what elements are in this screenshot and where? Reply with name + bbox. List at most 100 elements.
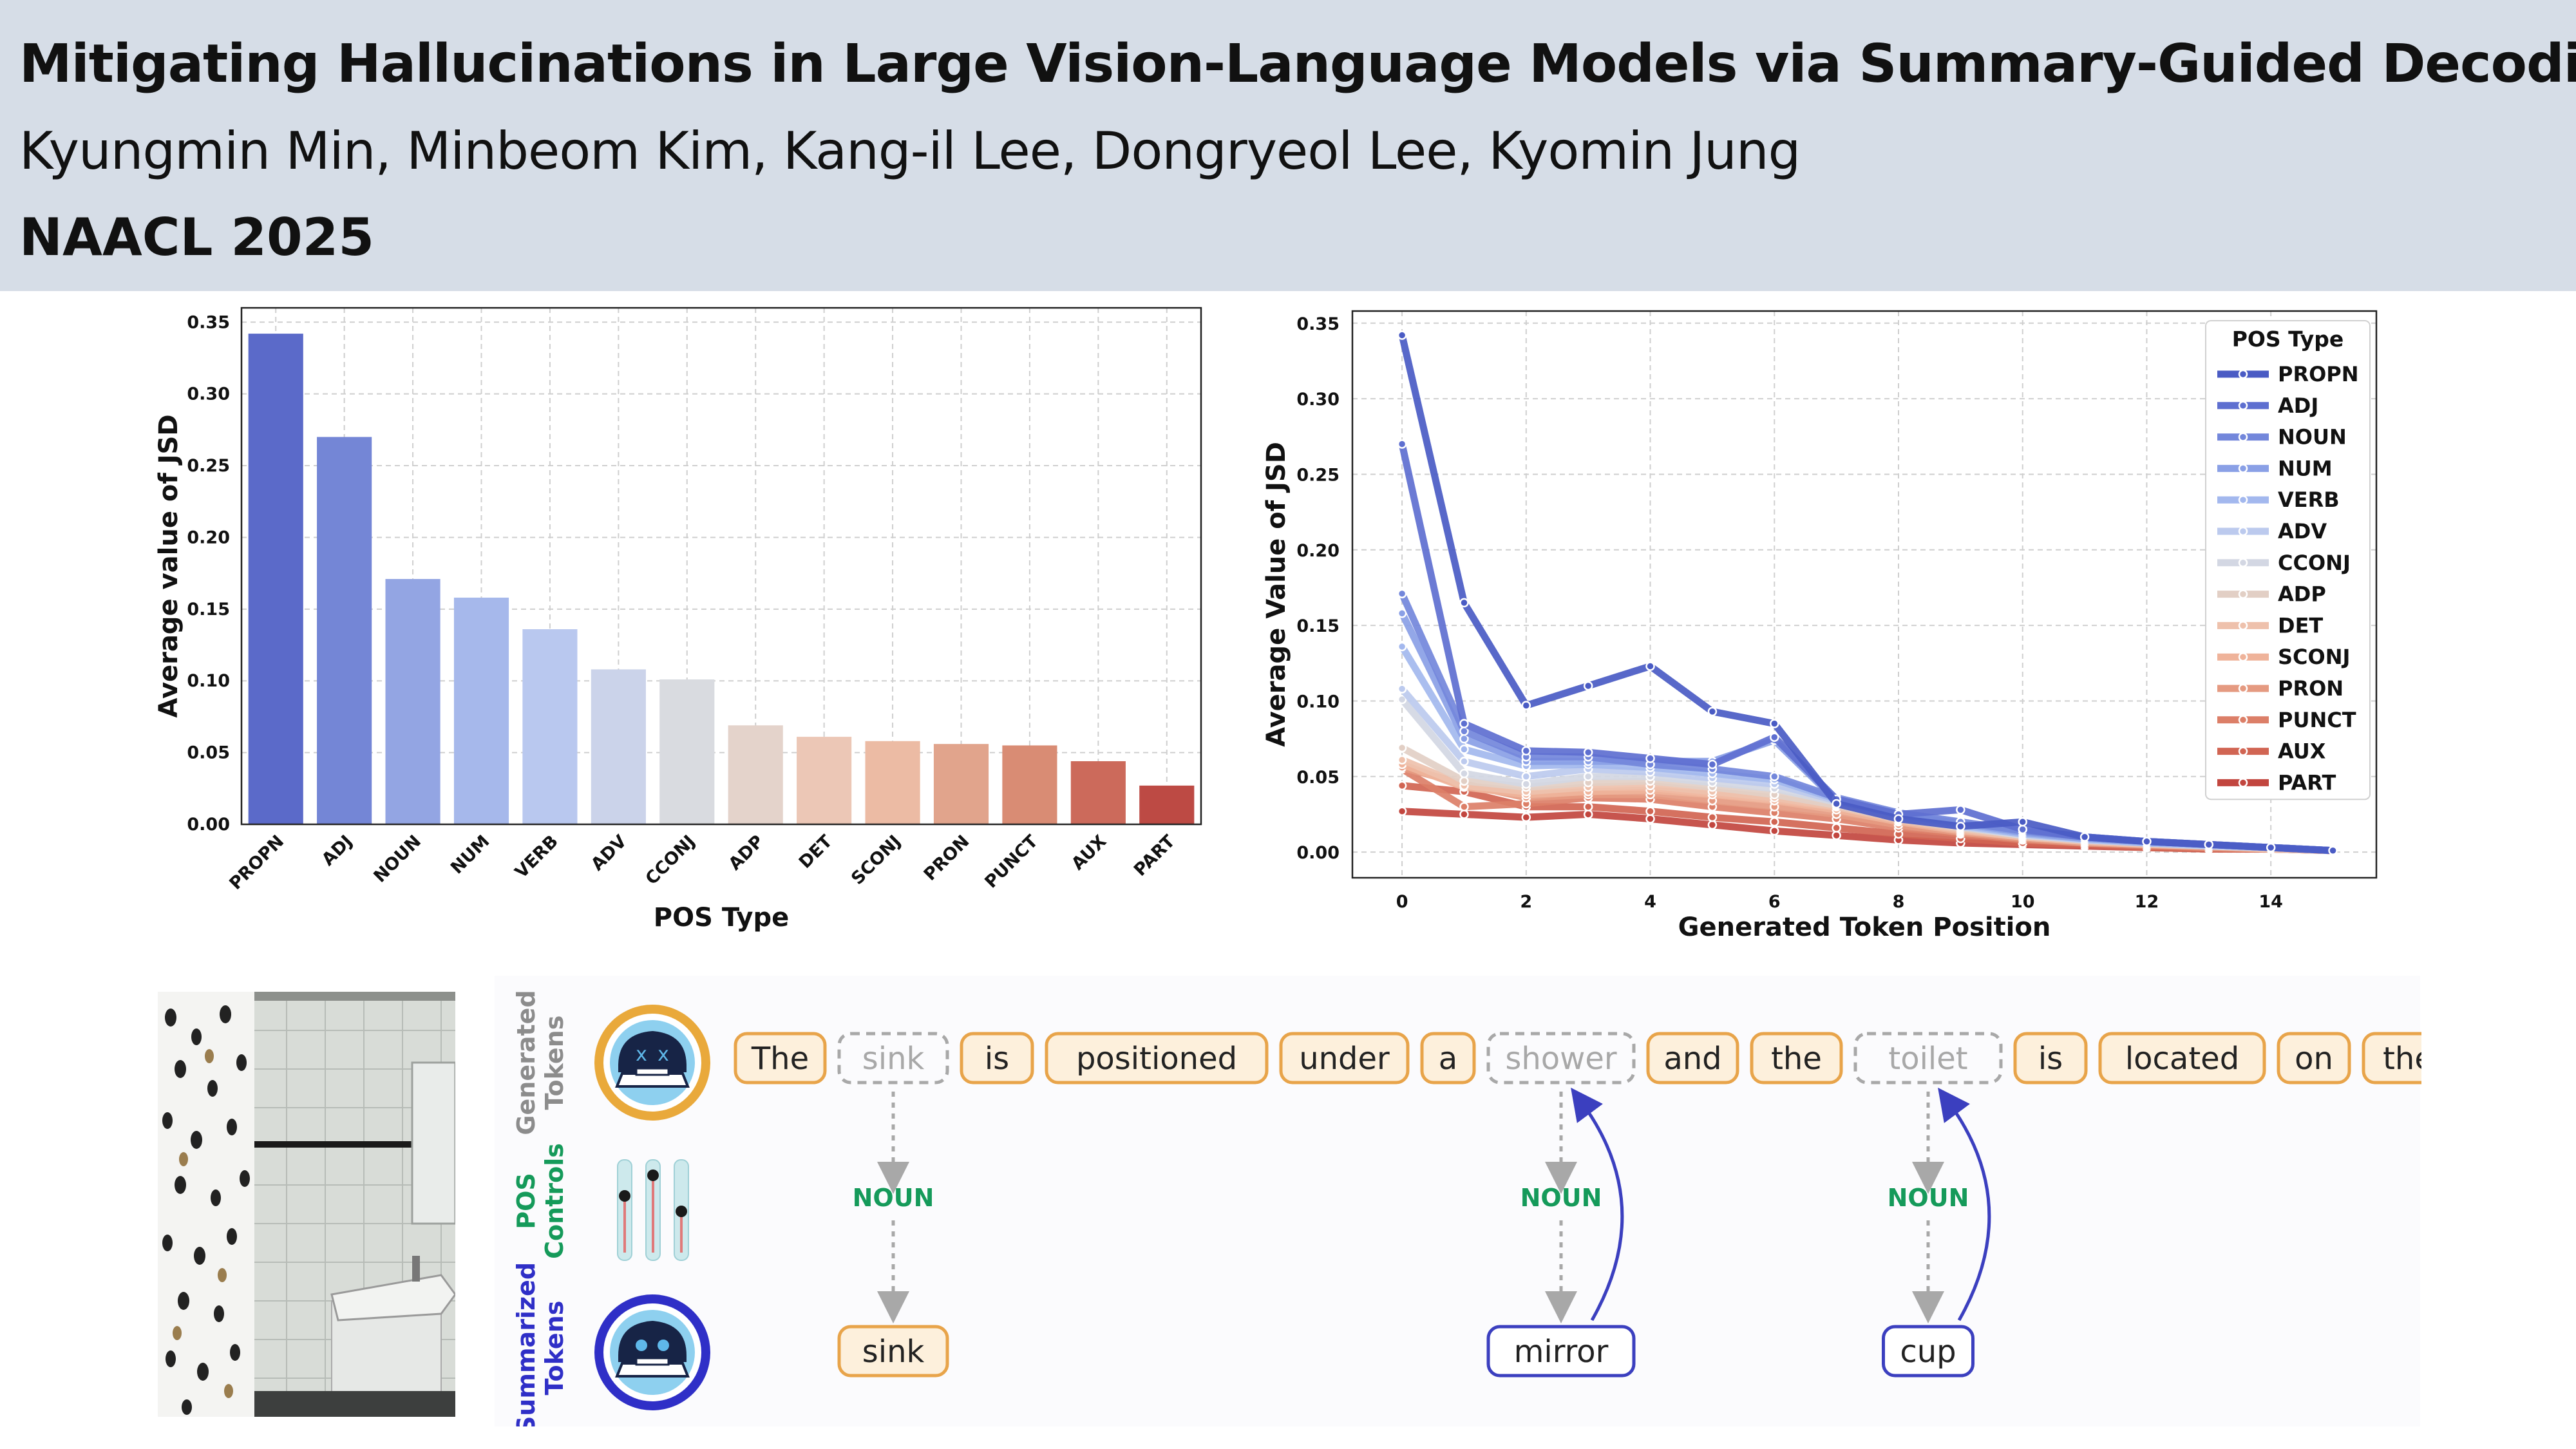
series-point-part xyxy=(1397,806,1407,816)
series-point-adj xyxy=(1397,439,1407,449)
bar-ytick-label: 0.35 xyxy=(187,312,230,332)
legend-label-aux: AUX xyxy=(2278,739,2326,764)
series-point-adj xyxy=(1956,805,1965,815)
bar-plot-frame xyxy=(240,307,1202,826)
generated-token-a: a xyxy=(1439,1041,1457,1077)
series-point-adv xyxy=(1521,772,1531,782)
series-point-propn xyxy=(1645,661,1655,671)
line-ytick-label: 0.20 xyxy=(1296,541,1340,561)
legend-marker-verb xyxy=(2238,495,2248,505)
series-point-propn xyxy=(2266,842,2276,853)
correction-arrow xyxy=(1571,1087,1624,1321)
legend-marker-aux xyxy=(2238,746,2248,756)
generated-token-is: is xyxy=(2038,1041,2063,1077)
generated-token-the: The xyxy=(751,1041,809,1077)
series-point-aux xyxy=(1397,781,1407,791)
line-xtick-label: 0 xyxy=(1396,892,1408,912)
generated-token-box xyxy=(2277,1032,2351,1084)
generated-token-is: is xyxy=(985,1041,1009,1077)
header-band: Mitigating Hallucinations in Large Visio… xyxy=(0,0,2576,291)
paper-authors: Kyungmin Min, Minbeom Kim, Kang-il Lee, … xyxy=(19,121,1801,181)
summary-token-cup: cup xyxy=(1900,1334,1956,1370)
series-point-propn xyxy=(1397,330,1407,340)
series-point-part xyxy=(1583,810,1593,819)
series-point-verb xyxy=(1459,744,1469,754)
legend-marker-propn xyxy=(2238,369,2248,379)
series-point-propn xyxy=(1459,598,1469,608)
series-point-adj xyxy=(1770,732,1779,743)
bar-xtick-label: CCONJ xyxy=(641,831,699,889)
bar-xtick-label: VERB xyxy=(511,831,562,882)
line-ytick-label: 0.35 xyxy=(1296,314,1340,334)
legend-marker-punct xyxy=(2238,715,2248,725)
paper-venue: NAACL 2025 xyxy=(19,207,374,267)
generated-token-box xyxy=(2013,1032,2088,1084)
legend-label-sconj: SCONJ xyxy=(2278,645,2350,669)
row-labels: GeneratedTokens POSControls SummarizedTo… xyxy=(512,990,569,1426)
legend-title: POS Type xyxy=(2232,327,2344,352)
generated-token-box xyxy=(837,1032,949,1084)
bar-adv xyxy=(591,669,646,824)
legend-label-part: PART xyxy=(2278,770,2336,795)
generated-token-box xyxy=(1486,1032,1636,1084)
series-point-verb xyxy=(1397,641,1407,652)
legend-marker-det xyxy=(2238,621,2248,630)
legend-marker-adj xyxy=(2238,401,2248,411)
series-point-adj xyxy=(1645,753,1655,763)
summary-token-mirror: mirror xyxy=(1514,1334,1609,1370)
legend-label-pron: PRON xyxy=(2278,676,2344,701)
line-ytick-label: 0.30 xyxy=(1296,390,1340,410)
legend-marker-pron xyxy=(2238,683,2248,694)
line-ytick-label: 0.10 xyxy=(1296,692,1340,712)
bar-aux xyxy=(1070,761,1126,824)
series-point-det xyxy=(1397,755,1407,765)
bar-xtick-label: NUM xyxy=(447,831,493,878)
generated-token-sink: sink xyxy=(862,1041,925,1077)
bar-adp xyxy=(728,725,783,824)
bar-chart: 0.00 0.05 0.10 0.15 0.20 0.25 0.30 0.35 PROPN ADJ… xyxy=(154,307,1202,933)
bar-xtick-label: PRON xyxy=(920,831,974,885)
line-x-axis-label: Generated Token Position xyxy=(1678,913,2051,940)
generated-token-box xyxy=(1646,1032,1739,1084)
pos-tag-noun: NOUN xyxy=(853,1184,934,1212)
svg-text:x: x xyxy=(658,1043,669,1066)
generated-token-box xyxy=(1045,1032,1269,1084)
series-point-adv xyxy=(1397,684,1407,694)
bar-y-axis-label: Average value of JSD xyxy=(154,414,184,717)
token-diagram: The sink is positioned under a shower and the toi… xyxy=(734,1032,2421,1378)
line-ytick-label: 0.15 xyxy=(1296,616,1340,636)
series-point-aux xyxy=(1583,802,1593,811)
generated-token-toilet: toilet xyxy=(1888,1041,1967,1077)
series-point-punct xyxy=(1459,802,1469,811)
line-xtick-label: 2 xyxy=(1520,892,1532,912)
line-chart-panel: 0.00 0.05 0.10 0.15 0.20 0.25 0.30 0.35 0 2 4 6 8 10 1… xyxy=(1246,295,2441,942)
legend-label-propn: PROPN xyxy=(2278,362,2359,386)
summarized-tokens-label: SummarizedTokens xyxy=(512,1262,569,1426)
summary-token-box xyxy=(1486,1325,1636,1378)
series-point-propn xyxy=(1893,814,1904,824)
generated-token-located: located xyxy=(2125,1041,2239,1077)
bar-cconj xyxy=(659,679,715,824)
series-point-propn xyxy=(1707,706,1718,717)
series-point-adj xyxy=(1583,747,1593,757)
series-point-cconj xyxy=(1397,694,1407,705)
line-ytick-label: 0.00 xyxy=(1296,843,1340,863)
bar-ytick-label: 0.30 xyxy=(187,384,230,404)
bar-xtick-label: ADJ xyxy=(318,831,357,870)
line-y-axis-label: Average Value of JSD xyxy=(1262,442,1291,747)
series-point-propn xyxy=(1521,701,1531,710)
series-point-adj xyxy=(1707,759,1718,770)
series-point-num xyxy=(1397,609,1407,618)
generated-token-box xyxy=(1420,1032,1476,1084)
legend-label-punct: PUNCT xyxy=(2278,708,2356,732)
series-point-propn xyxy=(2328,846,2338,856)
bar-propn xyxy=(248,334,303,824)
pos-tag-noun: NOUN xyxy=(1888,1184,1969,1212)
bar-sconj xyxy=(865,741,920,824)
bar-xtick-label: AUX xyxy=(1068,831,1110,874)
bar-xtick-label: PROPN xyxy=(225,831,288,894)
legend-label-noun: NOUN xyxy=(2278,425,2347,450)
pos-controls-sliders-icon xyxy=(617,1159,689,1261)
legend-marker-num xyxy=(2238,464,2248,473)
series-point-adv xyxy=(1459,757,1469,766)
